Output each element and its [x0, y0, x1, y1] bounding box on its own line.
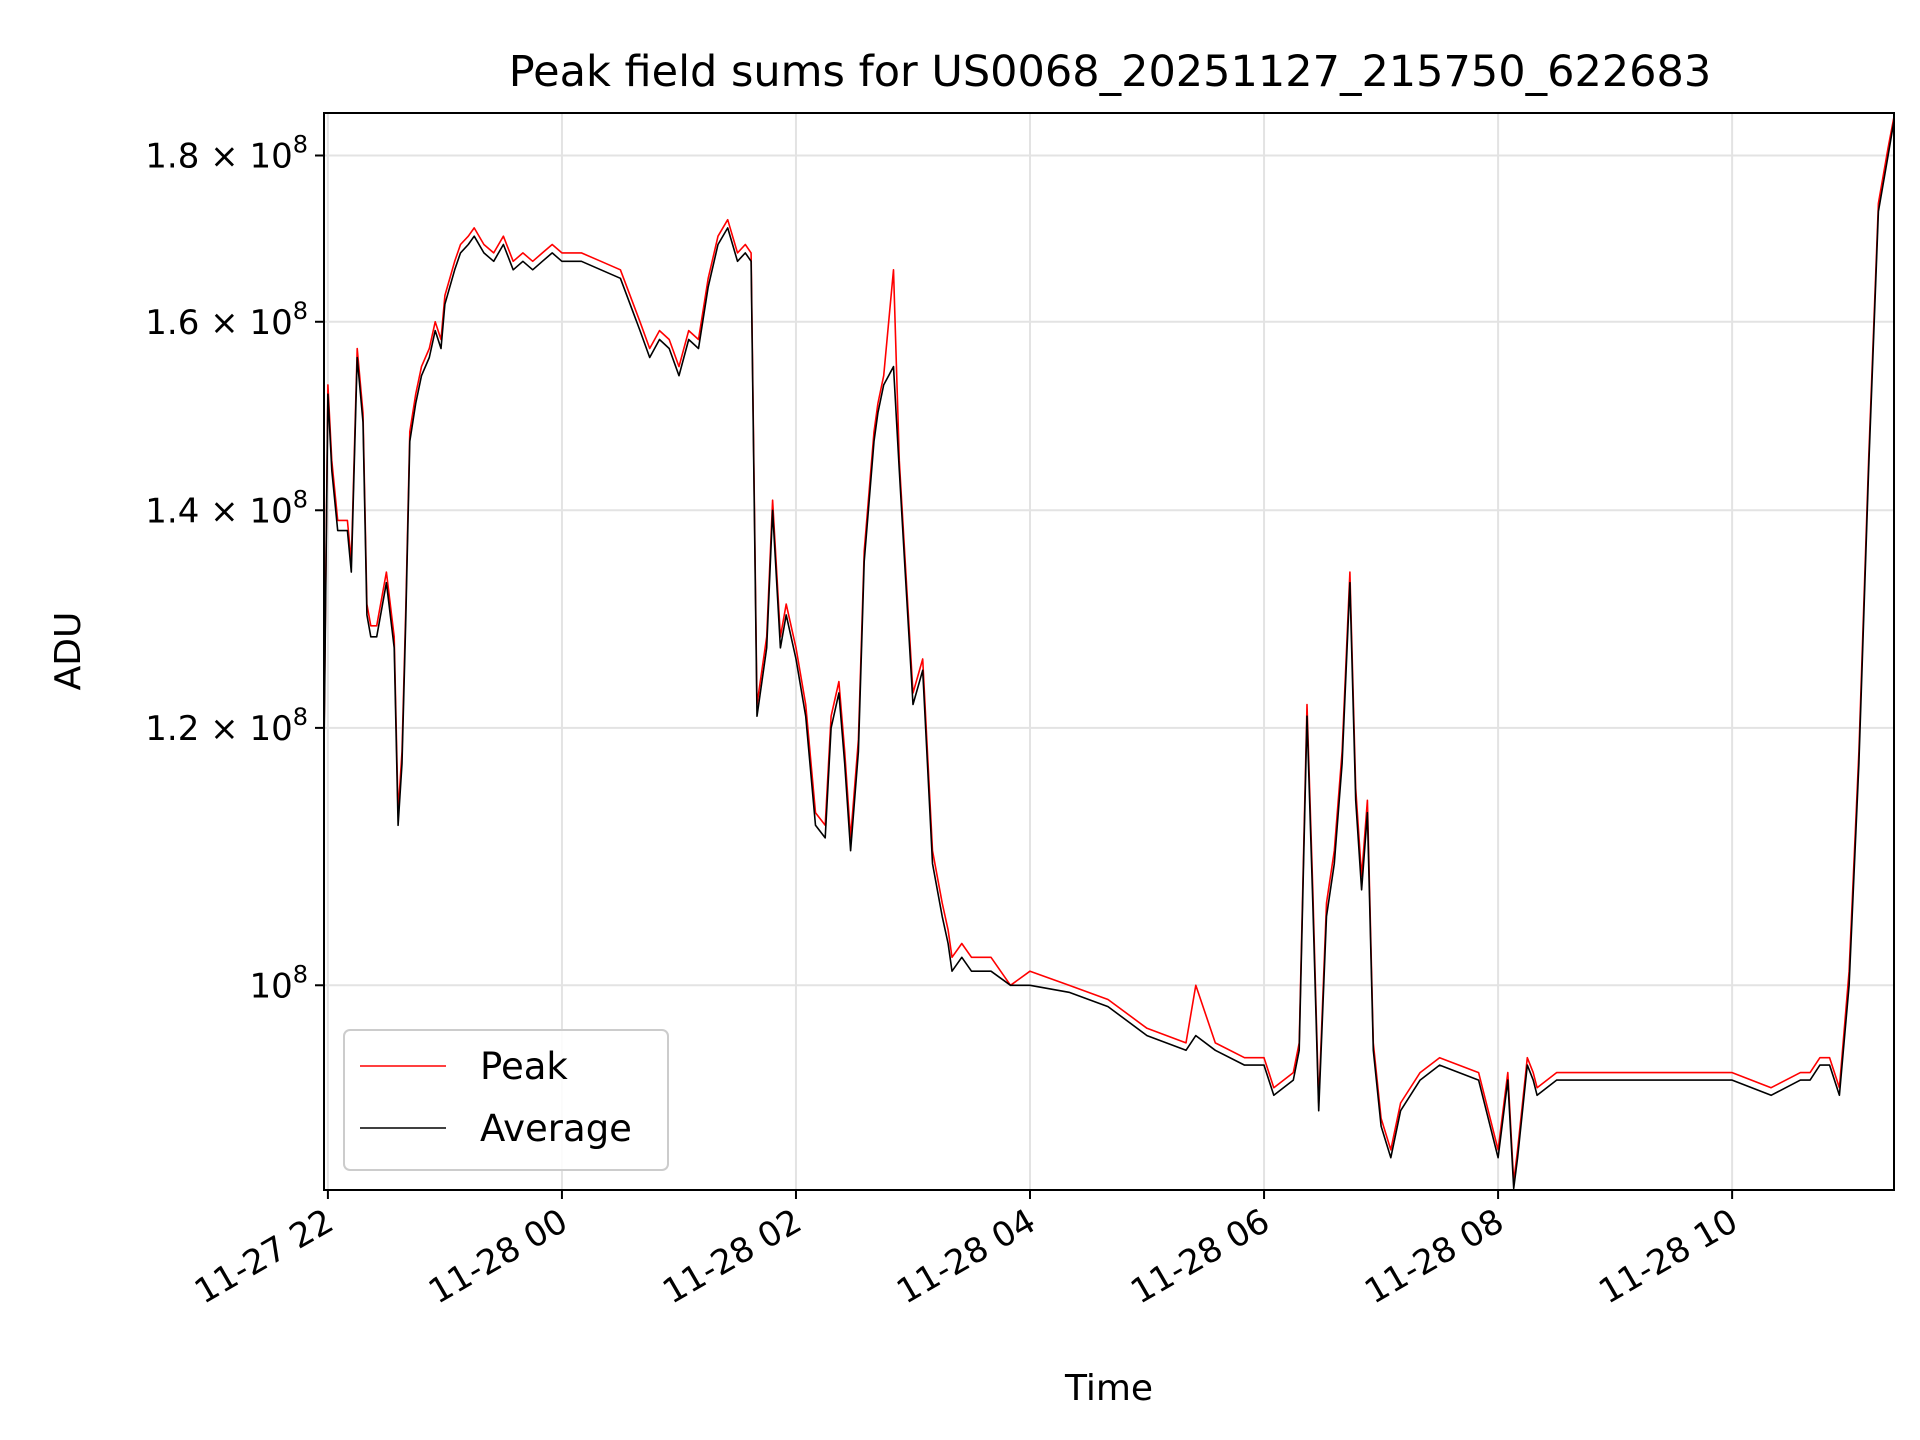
series-lines — [323, 116, 1895, 1190]
chart-title: Peak field sums for US0068_20251127_2157… — [509, 47, 1712, 97]
grid-lines — [324, 113, 1894, 1190]
series-line-average — [323, 120, 1895, 1190]
plot-frame — [323, 112, 1895, 1191]
y-tick-label: 1.8 × 108 — [145, 130, 308, 176]
y-tick-label: 1.4 × 108 — [145, 485, 308, 531]
x-axis-title: Time — [1064, 1368, 1153, 1409]
y-axis-title: ADU — [48, 612, 89, 691]
y-tick-label: 108 — [249, 960, 308, 1006]
legend-label-average: Average — [480, 1107, 632, 1150]
legend-label-peak: Peak — [480, 1045, 568, 1088]
legend-box — [343, 1029, 669, 1171]
y-tick-label: 1.6 × 108 — [145, 297, 308, 343]
y-tick-label: 1.2 × 108 — [145, 703, 308, 749]
y-axis-ticks: 1.2 × 108 1.4 × 108 1.6 × 108 1.8 × 108 108 — [145, 130, 324, 1006]
series-line-peak — [323, 116, 1895, 1183]
legend: Peak Average — [343, 1029, 669, 1171]
